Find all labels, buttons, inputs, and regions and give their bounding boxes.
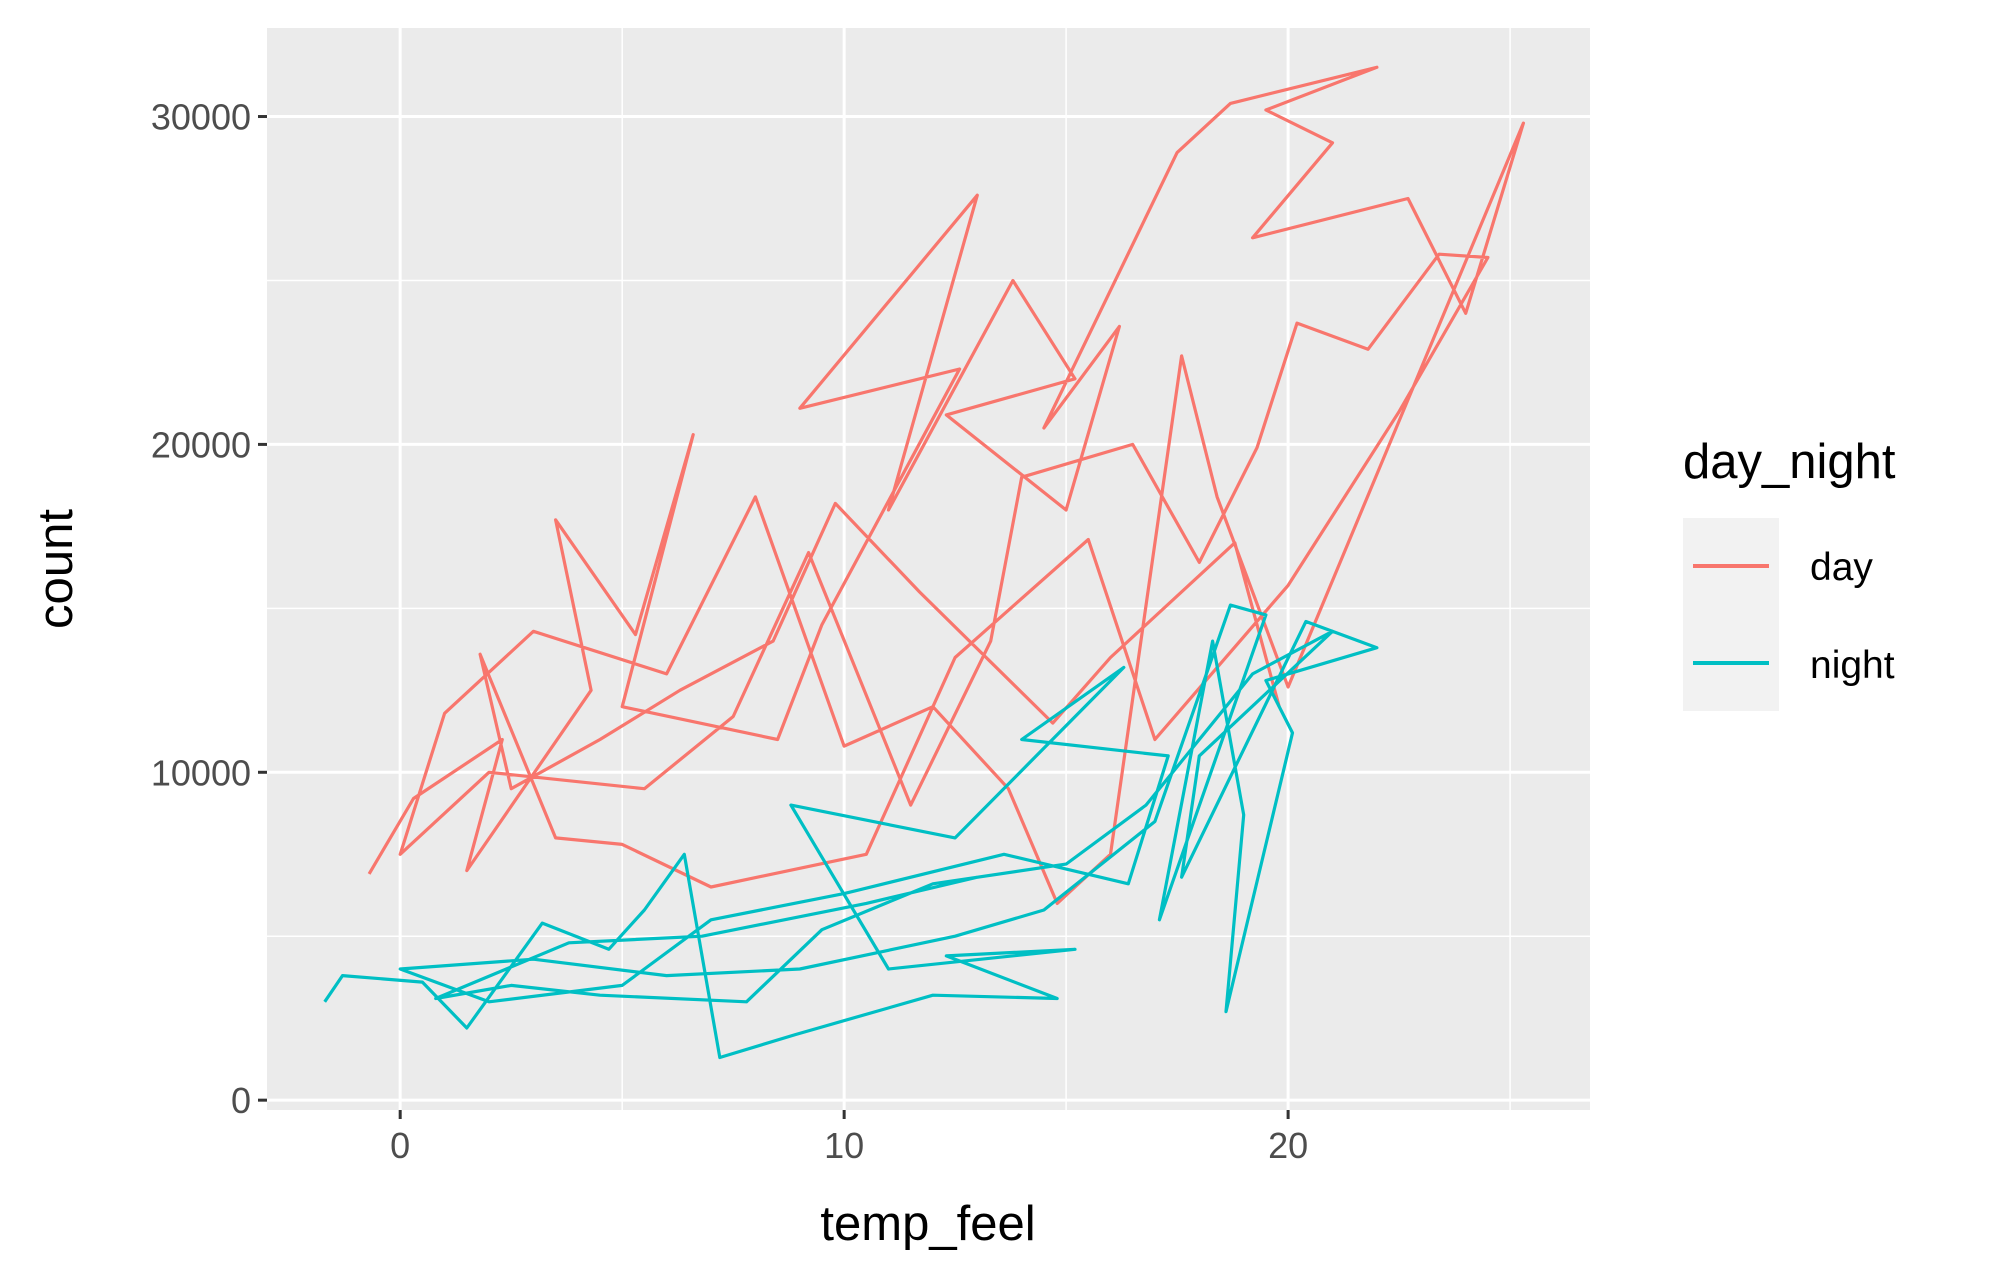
y-tick-label: 0 bbox=[231, 1080, 251, 1121]
y-tick-label: 30000 bbox=[151, 97, 251, 138]
x-tick-label: 20 bbox=[1268, 1125, 1308, 1166]
x-tick-label: 10 bbox=[824, 1125, 864, 1166]
series-lines bbox=[323, 65, 1526, 1060]
legend: day_night day night bbox=[1683, 435, 1896, 711]
series-line-day bbox=[367, 65, 1526, 906]
y-tick-label: 10000 bbox=[151, 752, 251, 793]
series-line-night bbox=[323, 603, 1379, 1060]
legend-key-background bbox=[1683, 518, 1779, 711]
axes: 0 10 20 0 10000 20000 30000 bbox=[151, 97, 1308, 1166]
x-tick-label: 0 bbox=[390, 1125, 410, 1166]
y-tick-label: 20000 bbox=[151, 424, 251, 465]
legend-label-night: night bbox=[1810, 644, 1895, 687]
plot-panel bbox=[267, 28, 1590, 1110]
legend-title: day_night bbox=[1683, 435, 1896, 489]
y-axis-title: count bbox=[29, 509, 83, 629]
x-axis-title: temp_feel bbox=[820, 1197, 1035, 1251]
legend-label-day: day bbox=[1810, 546, 1873, 589]
